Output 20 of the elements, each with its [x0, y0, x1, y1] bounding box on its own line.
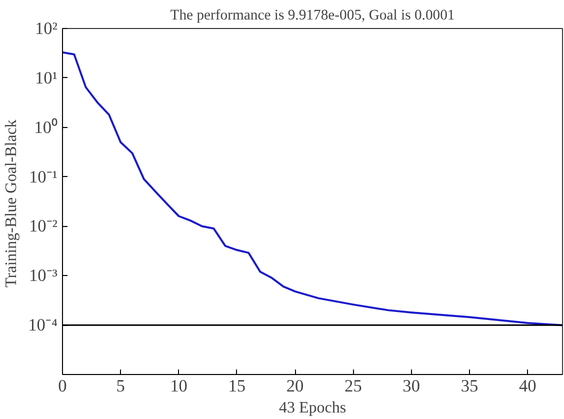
- x-tick-label: 25: [344, 376, 362, 396]
- y-tick-label: 10²: [34, 19, 58, 38]
- x-tick-label: 0: [58, 376, 67, 396]
- y-tick-label: 10⁻¹: [28, 167, 58, 186]
- y-axis-title: Training-Blue Goal-Black: [3, 120, 20, 288]
- x-tick-label: 40: [518, 376, 536, 396]
- line-series: [62, 51, 562, 326]
- x-axis-title: 43 Epochs: [278, 400, 346, 416]
- y-tick-label: 10⁻⁴: [28, 316, 58, 335]
- y-tick-label: 10⁻²: [28, 216, 58, 236]
- x-tick-label: 20: [286, 376, 304, 396]
- x-tick-label: 30: [402, 376, 420, 396]
- y-tick-label: 10¹: [34, 68, 58, 88]
- x-tick-label: 5: [116, 376, 125, 396]
- x-tick-label: 35: [460, 376, 478, 396]
- chart-title: The performance is 9.9178e-005, Goal is 0.0001: [170, 8, 455, 24]
- x-tick-label: 10: [170, 376, 188, 396]
- y-tick-label: 10⁰: [34, 118, 58, 137]
- y-tick-label: 10⁻³: [28, 266, 58, 286]
- x-tick-label: 15: [228, 376, 246, 396]
